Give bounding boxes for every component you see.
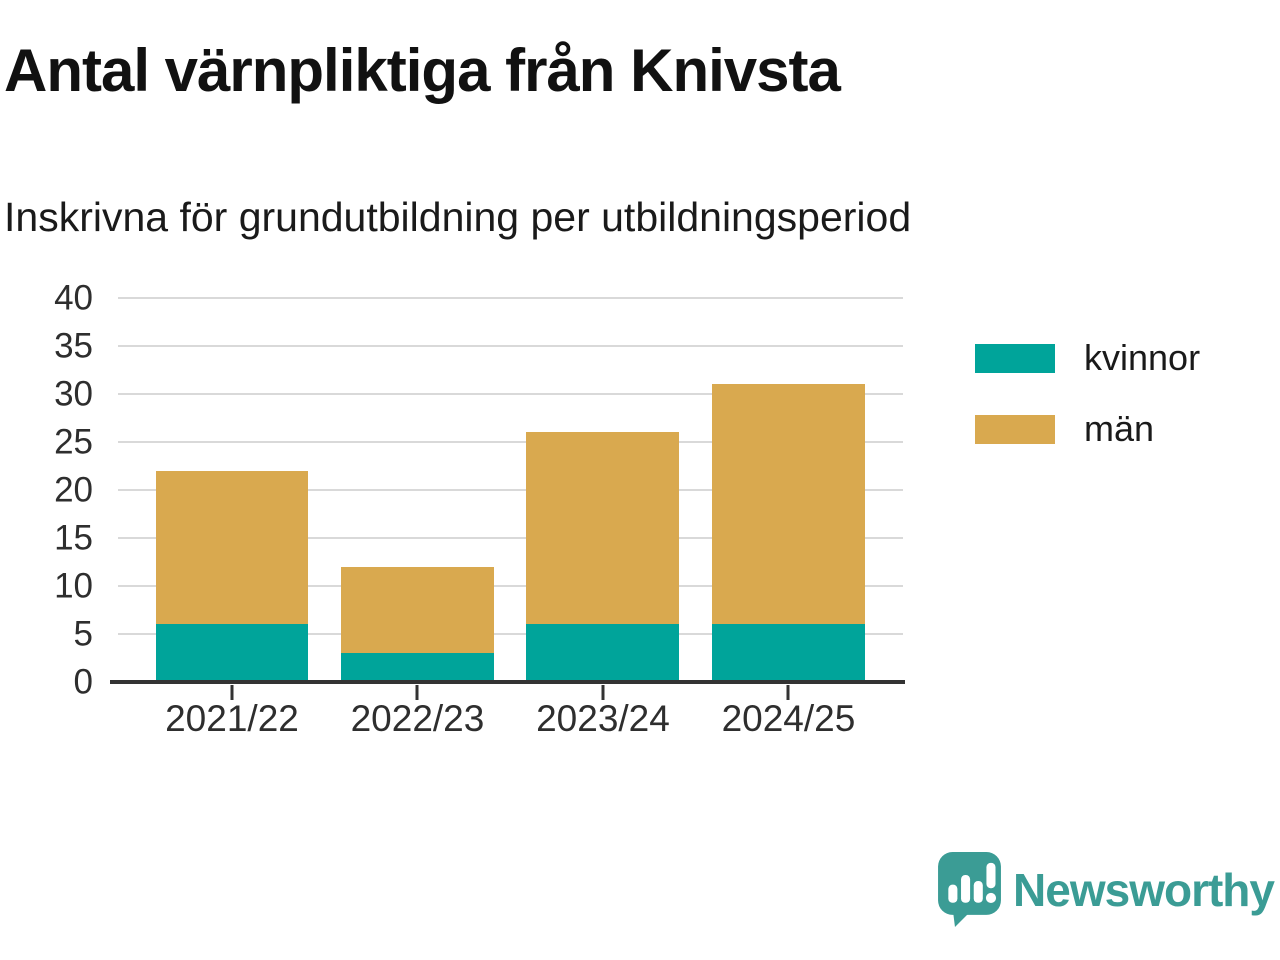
y-tick-label: 30 <box>54 374 93 414</box>
x-tick <box>601 685 605 700</box>
bar-segment-man <box>711 384 865 625</box>
bar-segment-kvinnor <box>711 624 865 682</box>
gridline-y-35 <box>118 345 903 347</box>
gridline-y-25 <box>118 441 903 443</box>
y-tick-label: 20 <box>54 470 93 510</box>
y-tick-label: 10 <box>54 566 93 606</box>
bar-segment-man <box>340 566 494 654</box>
legend-swatch-kvinnor <box>975 343 1055 373</box>
legend: kvinnor män <box>975 337 1200 479</box>
gridline-y-5 <box>118 633 903 635</box>
gridline-y-20 <box>118 489 903 491</box>
gridline-y-40 <box>118 297 903 299</box>
x-axis-line <box>110 680 905 684</box>
legend-label: män <box>1084 408 1155 449</box>
bar-segment-kvinnor <box>526 624 680 682</box>
legend-item-kvinnor: kvinnor <box>975 337 1200 379</box>
x-tick <box>786 685 790 700</box>
y-tick-label: 15 <box>54 518 93 558</box>
bar-segment-kvinnor <box>155 624 309 682</box>
gridline-y-30 <box>118 393 903 395</box>
gridline-y-10 <box>118 585 903 587</box>
x-tick <box>230 685 234 700</box>
x-tick-label: 2023/24 <box>536 698 670 739</box>
chart-subtitle: Inskrivna för grundutbildning per utbild… <box>4 194 912 240</box>
legend-swatch-man <box>975 414 1055 444</box>
newsworthy-logo: Newsworthy <box>938 852 1275 927</box>
x-tick-label: 2021/22 <box>165 698 299 739</box>
x-tick <box>415 685 419 700</box>
y-tick-label: 5 <box>73 614 93 654</box>
gridline-y-15 <box>118 537 903 539</box>
y-tick-label: 40 <box>54 278 93 318</box>
y-tick-label: 35 <box>54 326 93 366</box>
plot-area: 2021/22 2022/23 2023/24 2024/25 <box>110 297 905 739</box>
brand-name: Newsworthy <box>1013 863 1275 916</box>
bar-segment-kvinnor <box>340 653 494 682</box>
x-tick-label: 2022/23 <box>350 698 485 739</box>
y-tick-label: 25 <box>54 422 93 462</box>
legend-label: kvinnor <box>1084 337 1201 378</box>
speech-bubble-bar-chart-icon <box>938 852 1001 927</box>
y-tick-label: 0 <box>73 662 93 702</box>
legend-item-man: män <box>975 408 1200 450</box>
bar-segment-man <box>155 470 309 625</box>
x-tick-label: 2024/25 <box>721 698 856 739</box>
y-axis: 0 5 10 15 20 25 30 35 40 <box>0 281 93 700</box>
chart-title: Antal värnpliktiga från Knivsta <box>4 37 841 104</box>
bar-segment-man <box>526 432 680 625</box>
